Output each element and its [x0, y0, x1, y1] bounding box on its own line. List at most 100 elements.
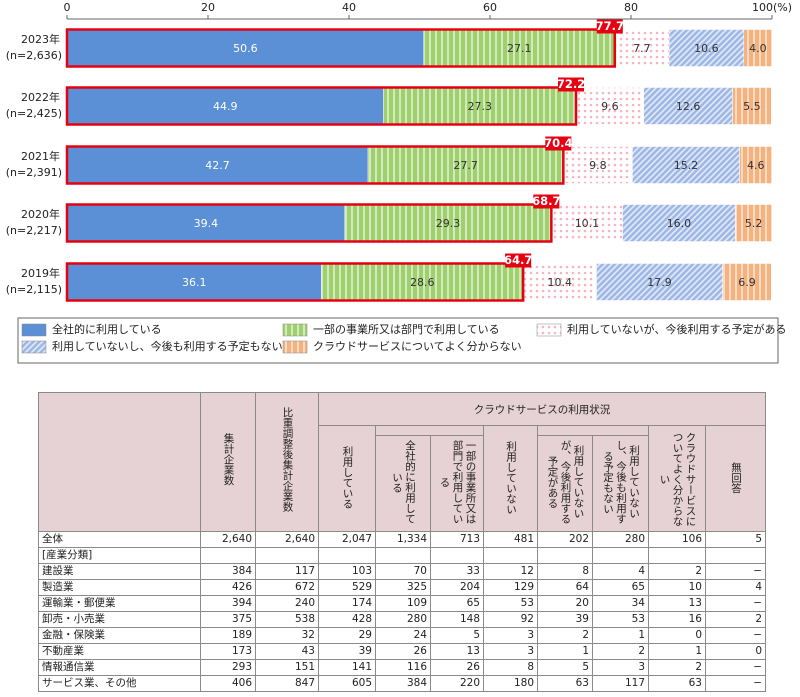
- bar-segment: [614, 29, 670, 67]
- bar-segment: [551, 204, 623, 242]
- value-label: 16.0: [667, 217, 692, 230]
- table-cell: 2,640: [255, 531, 319, 548]
- table-cell: 4: [592, 563, 649, 580]
- row-label: 全体: [38, 531, 201, 548]
- table-cell: 32: [255, 627, 319, 644]
- table-cell: 204: [430, 579, 484, 596]
- value-label: 10.6: [694, 42, 719, 55]
- total-outline: [65, 203, 553, 243]
- header-cell: 全社的に利用している: [375, 435, 431, 532]
- table-cell: 1: [592, 627, 649, 644]
- header-text: 利用している: [341, 446, 354, 509]
- table-cell: 174: [318, 595, 376, 612]
- total-badge: [533, 194, 560, 209]
- header-text: 全社的に利用している: [391, 440, 416, 524]
- table-cell: 151: [255, 659, 319, 676]
- table-cell: 12: [483, 563, 538, 580]
- table-cell: 2: [648, 563, 706, 580]
- row-label: [産業分類]: [38, 547, 201, 564]
- header-spacer: [375, 425, 484, 436]
- total-badge: [596, 19, 623, 34]
- total-outline: [65, 28, 617, 68]
- legend-swatch: [282, 340, 308, 354]
- legend-label: クラウドサービスについてよく分からない: [313, 340, 522, 353]
- legend-box: [17, 317, 779, 364]
- x-tick-label: 20: [201, 1, 215, 14]
- table-cell: 63: [537, 675, 593, 692]
- table-cell: 180: [483, 675, 538, 692]
- table-cell: 109: [375, 595, 431, 612]
- header-cell: クラウドサービスについてよく分からない: [648, 425, 706, 532]
- table-cell: 26: [430, 659, 484, 676]
- table-cell: 0: [648, 627, 706, 644]
- value-label: 36.1: [182, 276, 207, 289]
- table-cell: 2,640: [200, 531, 256, 548]
- header-text: 一部の事業所又は部門で利用している: [438, 440, 477, 524]
- x-tick-label: 80: [624, 1, 638, 14]
- header-cell: 無回答: [705, 425, 766, 532]
- value-label: 5.5: [743, 100, 761, 113]
- table-cell: 53: [483, 595, 538, 612]
- table-cell: −: [705, 675, 766, 692]
- table-cell: 117: [592, 675, 649, 692]
- table-cell: 375: [200, 611, 256, 628]
- value-label: 44.9: [213, 100, 238, 113]
- table-cell: 426: [200, 579, 256, 596]
- table-cell: [200, 547, 256, 564]
- value-label: 10.1: [575, 217, 600, 230]
- table-row: 卸売・小売業 375 538 428 280 148 92 39 53 16 2: [38, 611, 766, 628]
- header-text: クラウドサービスの利用状況: [473, 403, 611, 416]
- legend-label: 一部の事業所又は部門で利用している: [313, 322, 500, 336]
- table-cell: 39: [318, 643, 376, 660]
- total-outline: [65, 262, 525, 302]
- bar-segment: [66, 204, 346, 242]
- row-label: 情報通信業: [38, 659, 201, 676]
- category-label: 2021年: [21, 149, 60, 163]
- table-cell: 2: [705, 611, 766, 628]
- value-label: 28.6: [410, 276, 435, 289]
- header-text: 利用していない: [505, 440, 517, 515]
- table-cell: 1: [648, 643, 706, 660]
- header-cell: 比重調整後集計企業数: [255, 392, 319, 532]
- table-cell: [705, 547, 766, 564]
- table-cell: 26: [375, 643, 431, 660]
- table-row: 不動産業 173 43 39 26 13 3 1 2 1 0: [38, 643, 766, 660]
- table-cell: 34: [592, 595, 649, 612]
- sample-size-label: (n=2,391): [6, 166, 62, 179]
- table-cell: 529: [318, 579, 376, 596]
- sample-size-label: (n=2,425): [6, 107, 62, 120]
- table-row: 情報通信業 293 151 141 116 26 8 5 3 2−: [38, 659, 766, 676]
- sample-size-label: (n=2,115): [6, 283, 62, 296]
- legend-swatch: [536, 323, 562, 337]
- table-cell: 280: [592, 531, 649, 548]
- table-cell: 53: [592, 611, 649, 628]
- table-cell: 63: [648, 675, 706, 692]
- table-cell: 394: [200, 595, 256, 612]
- table-cell: [537, 547, 593, 564]
- table-cell: 0: [705, 643, 766, 660]
- table-cell: 538: [255, 611, 319, 628]
- total-label: 68.7: [532, 194, 560, 208]
- category-label: 2020年: [21, 207, 60, 221]
- value-label: 5.2: [745, 217, 763, 230]
- table-cell: −: [705, 563, 766, 580]
- table-cell: 428: [318, 611, 376, 628]
- table-cell: 713: [430, 531, 484, 548]
- table-cell: 3: [483, 643, 538, 660]
- table-cell: 8: [537, 563, 593, 580]
- table-cell: 148: [430, 611, 484, 628]
- bar-segment: [735, 204, 773, 242]
- corner-cell: [38, 392, 201, 532]
- group-header: クラウドサービスの利用状況: [318, 392, 766, 426]
- table-cell: 106: [648, 531, 706, 548]
- header-cell: 一部の事業所又は部門で利用している: [430, 435, 484, 532]
- total-badge: [545, 136, 572, 151]
- table-cell: 24: [375, 627, 431, 644]
- header-text: クラウドサービスについてよく分からない: [658, 431, 697, 527]
- table-cell: 605: [318, 675, 376, 692]
- total-label: 72.2: [557, 77, 585, 91]
- table-cell: 2: [592, 643, 649, 660]
- table-cell: 43: [255, 643, 319, 660]
- table-cell: 384: [375, 675, 431, 692]
